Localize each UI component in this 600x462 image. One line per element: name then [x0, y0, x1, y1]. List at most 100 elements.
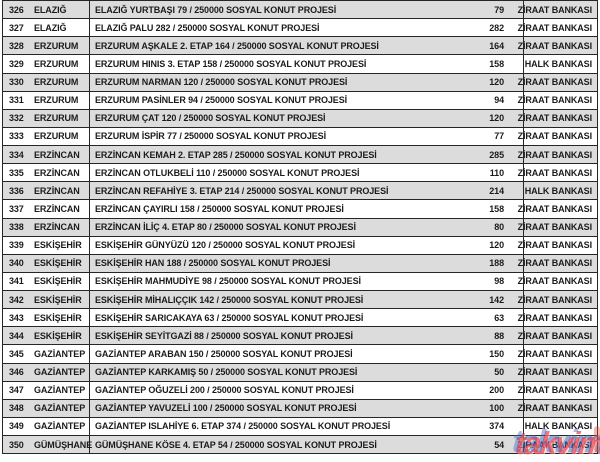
row-units-cell: 80 — [494, 222, 504, 233]
row-bank-cell: ZİRAAT BANKASI — [517, 77, 593, 88]
row-city-cell: ERZURUM — [34, 131, 79, 142]
table-row: 346 GAZİANTEP GAZİANTEP KARKAMIŞ 50 / 25… — [3, 363, 597, 382]
row-number-cell: 342 — [9, 294, 24, 305]
row-project-cell: GAZİANTEP KARKAMIŞ 50 / 250000 SOSYAL KO… — [95, 367, 358, 378]
table-row: 344 ESKİŞEHİR ESKİŞEHİR SEYİTGAZİ 88 / 2… — [3, 327, 597, 346]
row-units-cell: 110 — [489, 167, 504, 178]
table-row: 349 GAZİANTEP GAZİANTEP ISLAHİYE 6. ETAP… — [3, 417, 597, 436]
row-project-cell: ERZURUM AŞKALE 2. ETAP 164 / 250000 SOSY… — [95, 40, 379, 51]
row-project-cell: ERZİNCAN ÇAYIRLI 158 / 250000 SOSYAL KON… — [95, 203, 344, 214]
row-project-cell: ESKİŞEHİR MİHALIÇÇIK 142 / 250000 SOSYAL… — [95, 294, 364, 305]
table-row: 335 ERZİNCAN ERZİNCAN OTLUKBELİ 110 / 25… — [3, 164, 597, 183]
row-city-cell: ESKİŞEHİR — [34, 276, 82, 287]
row-project-cell: ELAZIĞ PALU 282 / 250000 SOSYAL KONUT PR… — [95, 22, 320, 33]
row-units-cell: 158 — [489, 58, 504, 69]
table-row: 348 GAZİANTEP GAZİANTEP YAVUZELİ 100 / 2… — [3, 399, 597, 418]
row-project-cell: ESKİŞEHİR MAHMUDİYE 98 / 250000 SOSYAL K… — [95, 276, 361, 287]
row-project-cell: ERZURUM PASİNLER 94 / 250000 SOSYAL KONU… — [95, 95, 348, 106]
row-number-cell: 343 — [9, 312, 24, 323]
row-number-cell: 327 — [9, 22, 24, 33]
row-project-cell: ERZİNCAN REFAHİYE 3. ETAP 214 / 250000 S… — [95, 185, 389, 196]
row-city-cell: ERZİNCAN — [34, 167, 80, 178]
row-number-cell: 346 — [9, 367, 24, 378]
row-city-cell: GÜMÜŞHANE — [34, 439, 93, 450]
row-city-cell: GAZİANTEP — [34, 403, 86, 414]
row-number-cell: 333 — [9, 131, 24, 142]
row-bank-cell: ZİRAAT BANKASI — [517, 95, 593, 106]
table-row: 338 ERZİNCAN ERZİNCAN İLİÇ 4. ETAP 80 / … — [3, 218, 597, 237]
row-number-cell: 337 — [9, 203, 24, 214]
table-row: 330 ERZURUM ERZURUM NARMAN 120 / 250000 … — [3, 73, 597, 92]
row-city-cell: ERZURUM — [34, 77, 79, 88]
table-row: 342 ESKİŞEHİR ESKİŞEHİR MİHALIÇÇIK 142 /… — [3, 291, 597, 310]
row-units-cell: 100 — [489, 403, 504, 414]
row-number-cell: 331 — [9, 95, 24, 106]
row-units-cell: 282 — [489, 22, 504, 33]
housing-projects-table: 326 ELAZIĞ ELAZIĞ YURTBAŞI 79 / 250000 S… — [2, 0, 598, 454]
row-city-cell: ESKİŞEHİR — [34, 330, 82, 341]
row-bank-cell: ZİRAAT BANKASI — [517, 258, 593, 269]
table-row: 339 ESKİŞEHİR ESKİŞEHİR GÜNYÜZÜ 120 / 25… — [3, 236, 597, 255]
row-city-cell: GAZİANTEP — [34, 421, 86, 432]
row-bank-cell: HALK BANKASI — [524, 421, 592, 432]
table-row: 328 ERZURUM ERZURUM AŞKALE 2. ETAP 164 /… — [3, 37, 597, 56]
table-row: 341 ESKİŞEHİR ESKİŞEHİR MAHMUDİYE 98 / 2… — [3, 272, 597, 291]
row-number-cell: 345 — [9, 348, 24, 359]
row-number-cell: 344 — [9, 330, 24, 341]
row-bank-cell: HALK BANKASI — [524, 58, 592, 69]
row-units-cell: 79 — [494, 4, 504, 15]
row-units-cell: 120 — [489, 113, 504, 124]
row-city-cell: ELAZIĞ — [34, 4, 67, 15]
row-number-cell: 341 — [9, 276, 24, 287]
row-bank-cell: ZİRAAT BANKASI — [517, 294, 593, 305]
row-units-cell: 142 — [489, 294, 504, 305]
row-number-cell: 340 — [9, 258, 24, 269]
row-city-cell: ERZURUM — [34, 58, 79, 69]
table-row: 327 ELAZIĞ ELAZIĞ PALU 282 / 250000 SOSY… — [3, 19, 597, 38]
row-number-cell: 350 — [9, 439, 24, 450]
row-bank-cell: ZİRAAT BANKASI — [517, 312, 593, 323]
row-bank-cell: ZİRAAT BANKASI — [517, 131, 593, 142]
row-units-cell: 94 — [494, 95, 504, 106]
row-number-cell: 348 — [9, 403, 24, 414]
row-bank-cell: ZİRAAT BANKASI — [517, 222, 593, 233]
row-project-cell: GÜMÜŞHANE KÖSE 4. ETAP 54 / 250000 SOSYA… — [95, 439, 377, 450]
row-city-cell: ELAZIĞ — [34, 22, 67, 33]
row-project-cell: GAZİANTEP YAVUZELİ 100 / 250000 SOSYAL K… — [95, 403, 357, 414]
row-units-cell: 164 — [489, 40, 504, 51]
table-row: 343 ESKİŞEHİR ESKİŞEHİR SARICAKAYA 63 / … — [3, 309, 597, 328]
row-bank-cell: ZİRAAT BANKASI — [517, 22, 593, 33]
row-project-cell: GAZİANTEP OĞUZELİ 200 / 250000 SOSYAL KO… — [95, 385, 354, 396]
table-row: 337 ERZİNCAN ERZİNCAN ÇAYIRLI 158 / 2500… — [3, 200, 597, 219]
row-units-cell: 54 — [494, 439, 504, 450]
row-city-cell: ERZURUM — [34, 95, 79, 106]
row-number-cell: 330 — [9, 77, 24, 88]
row-project-cell: ERZURUM ÇAT 120 / 250000 SOSYAL KONUT PR… — [95, 113, 326, 124]
row-project-cell: ERZURUM HINIS 3. ETAP 158 / 250000 SOSYA… — [95, 58, 367, 69]
row-city-cell: GAZİANTEP — [34, 367, 86, 378]
row-city-cell: GAZİANTEP — [34, 348, 86, 359]
row-units-cell: 50 — [494, 367, 504, 378]
row-bank-cell: ZİRAAT BANKASI — [517, 167, 593, 178]
row-units-cell: 98 — [494, 276, 504, 287]
row-bank-cell: ZİRAAT BANKASI — [517, 403, 593, 414]
row-project-cell: ESKİŞEHİR HAN 188 / 250000 SOSYAL KONUT … — [95, 258, 331, 269]
table-row: 345 GAZİANTEP GAZİANTEP ARABAN 150 / 250… — [3, 345, 597, 364]
table-row: 340 ESKİŞEHİR ESKİŞEHİR HAN 188 / 250000… — [3, 254, 597, 273]
row-city-cell: ERZİNCAN — [34, 203, 80, 214]
row-bank-cell: ZİRAAT BANKASI — [517, 149, 593, 160]
row-city-cell: ERZİNCAN — [34, 185, 80, 196]
row-units-cell: 200 — [489, 385, 504, 396]
table-row: 336 ERZİNCAN ERZİNCAN REFAHİYE 3. ETAP 2… — [3, 182, 597, 201]
row-units-cell: 150 — [489, 348, 504, 359]
row-city-cell: ESKİŞEHİR — [34, 312, 82, 323]
row-units-cell: 158 — [489, 203, 504, 214]
table-row: 350 GÜMÜŞHANE GÜMÜŞHANE KÖSE 4. ETAP 54 … — [3, 436, 597, 454]
row-city-cell: ERZURUM — [34, 40, 79, 51]
table-row: 347 GAZİANTEP GAZİANTEP OĞUZELİ 200 / 25… — [3, 381, 597, 400]
row-number-cell: 334 — [9, 149, 24, 160]
row-units-cell: 188 — [489, 258, 504, 269]
row-number-cell: 328 — [9, 40, 24, 51]
table-row: 329 ERZURUM ERZURUM HINIS 3. ETAP 158 / … — [3, 55, 597, 74]
